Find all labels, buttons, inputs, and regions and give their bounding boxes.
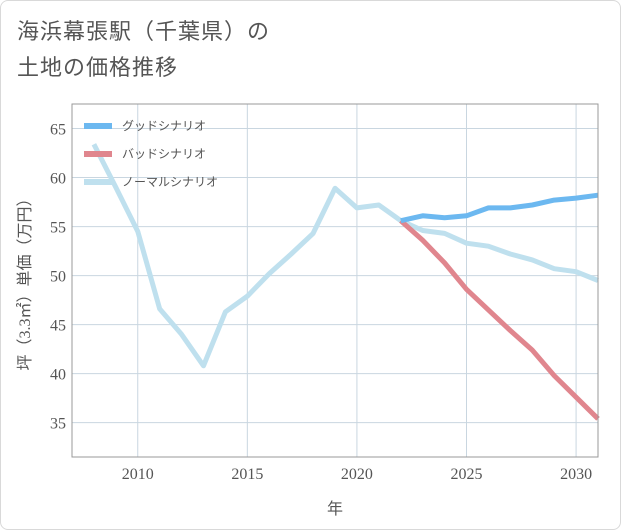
series-lines xyxy=(91,143,600,421)
y-tick-label: 40 xyxy=(50,367,66,384)
chart-title-line1: 海浜幕張駅（千葉県）の xyxy=(17,20,271,45)
grid-lines xyxy=(72,104,598,457)
x-tick-labels: 2010 2015 2020 2025 2030 xyxy=(122,466,592,483)
y-tick-label: 35 xyxy=(50,416,66,433)
x-tick-label: 2015 xyxy=(231,466,263,483)
plot-border xyxy=(71,103,599,458)
y-tick-label: 65 xyxy=(50,122,66,139)
y-tick-labels: 35 40 45 50 55 60 65 xyxy=(50,122,66,433)
series-line-normal xyxy=(91,143,599,369)
x-tick-label: 2025 xyxy=(451,466,483,483)
x-axis-label: 年 xyxy=(327,500,343,518)
x-tick-label: 2020 xyxy=(341,466,373,483)
x-tick-label: 2010 xyxy=(122,466,154,483)
legend-label-good: グッドシナリオ xyxy=(122,119,206,133)
y-tick-label: 55 xyxy=(50,220,66,237)
series-line-bad xyxy=(399,218,600,421)
y-axis-label: 坪（3.3㎡）単価（万円） xyxy=(16,190,34,370)
y-tick-label: 45 xyxy=(50,318,66,335)
y-tick-label: 50 xyxy=(50,269,66,286)
chart-title-line2: 土地の価格推移 xyxy=(17,56,179,81)
legend-label-normal: ノーマルシナリオ xyxy=(122,175,218,189)
legend-label-bad: バッドシナリオ xyxy=(122,147,206,161)
series-line-good xyxy=(400,192,599,224)
x-tick-label: 2030 xyxy=(560,466,592,483)
chart-title: 海浜幕張駅（千葉県）の 土地の価格推移 xyxy=(17,15,270,87)
y-tick-label: 60 xyxy=(50,171,66,188)
